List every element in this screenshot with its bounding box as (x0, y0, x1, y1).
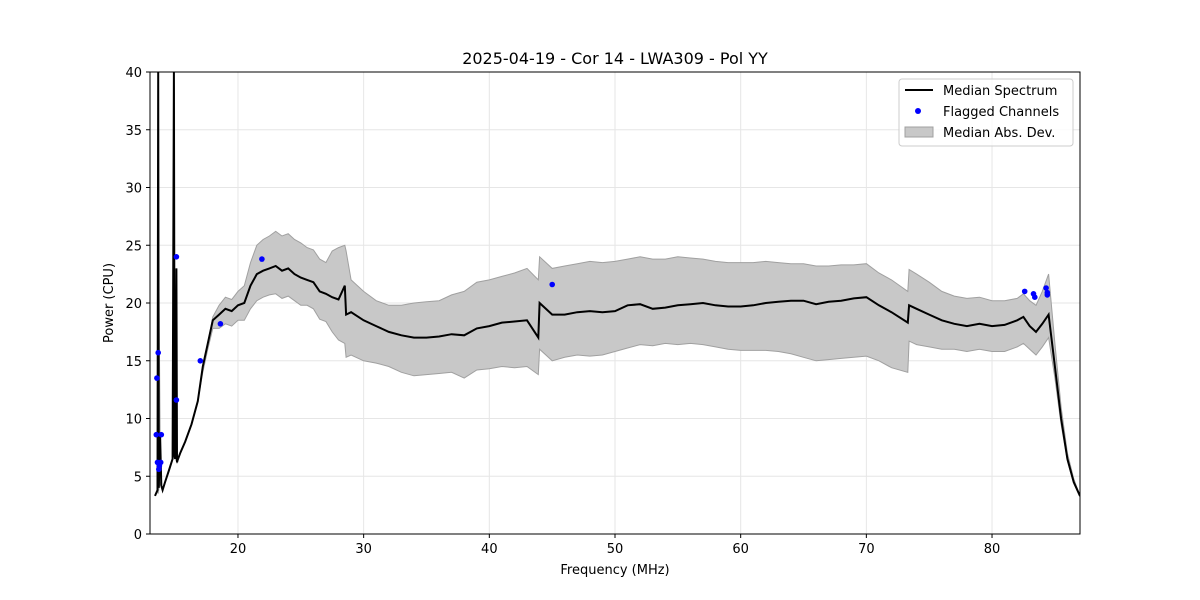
flagged-channel-point (155, 349, 161, 356)
y-ticks: 0 5 10 15 20 25 30 35 40 (125, 66, 150, 543)
flagged-channel-point (1044, 292, 1051, 298)
flagged-channel-point (1032, 294, 1038, 301)
y-tick-label: 10 (125, 413, 142, 428)
flagged-channels-points (153, 253, 1051, 473)
y-tick-label: 5 (134, 470, 142, 485)
legend-point-swatch (915, 108, 921, 114)
flagged-channel-point (156, 466, 162, 473)
flagged-channel-point (1043, 285, 1049, 291)
x-tick-label: 80 (984, 542, 1001, 557)
plot-area (153, 72, 1080, 498)
x-tick-label: 20 (230, 542, 247, 557)
flagged-channel-point (217, 321, 224, 327)
legend-item-flagged: Flagged Channels (943, 105, 1059, 120)
flagged-channel-point (549, 281, 555, 288)
y-tick-label: 15 (125, 355, 142, 370)
x-tick-label: 60 (732, 542, 749, 557)
flagged-channel-point (1021, 288, 1028, 295)
x-axis-label: Frequency (MHz) (560, 563, 669, 578)
y-tick-label: 40 (125, 66, 142, 81)
x-tick-label: 70 (858, 542, 875, 557)
flagged-channel-point (173, 397, 180, 403)
flagged-channel-point (259, 256, 265, 262)
flagged-channel-point (197, 358, 204, 364)
flagged-channel-point (158, 431, 165, 438)
y-axis-label: Power (CPU) (102, 263, 117, 343)
median-spectrum-line (154, 72, 1080, 497)
flagged-channel-point (154, 375, 160, 381)
legend-box (898, 78, 1074, 147)
y-tick-label: 25 (125, 239, 142, 254)
legend-band-swatch (904, 126, 934, 138)
legend: Median Spectrum Flagged Channels Median … (898, 78, 1074, 147)
y-tick-label: 0 (134, 528, 142, 543)
flagged-channel-point (153, 431, 160, 438)
x-tick-label: 50 (607, 542, 624, 557)
flagged-channel-point (157, 459, 164, 466)
y-tick-label: 30 (125, 182, 142, 197)
flagged-channel-point (173, 253, 180, 260)
mad-band (154, 72, 1080, 498)
x-tick-label: 30 (355, 542, 372, 557)
legend-item-median: Median Spectrum (943, 84, 1057, 99)
x-ticks: 20 30 40 50 60 70 80 (230, 534, 1001, 557)
chart-title: 2025-04-19 - Cor 14 - LWA309 - Pol YY (462, 49, 768, 68)
y-tick-label: 20 (125, 297, 142, 312)
legend-item-mad: Median Abs. Dev. (943, 126, 1055, 141)
y-tick-label: 35 (125, 124, 142, 139)
x-tick-label: 40 (481, 542, 498, 557)
